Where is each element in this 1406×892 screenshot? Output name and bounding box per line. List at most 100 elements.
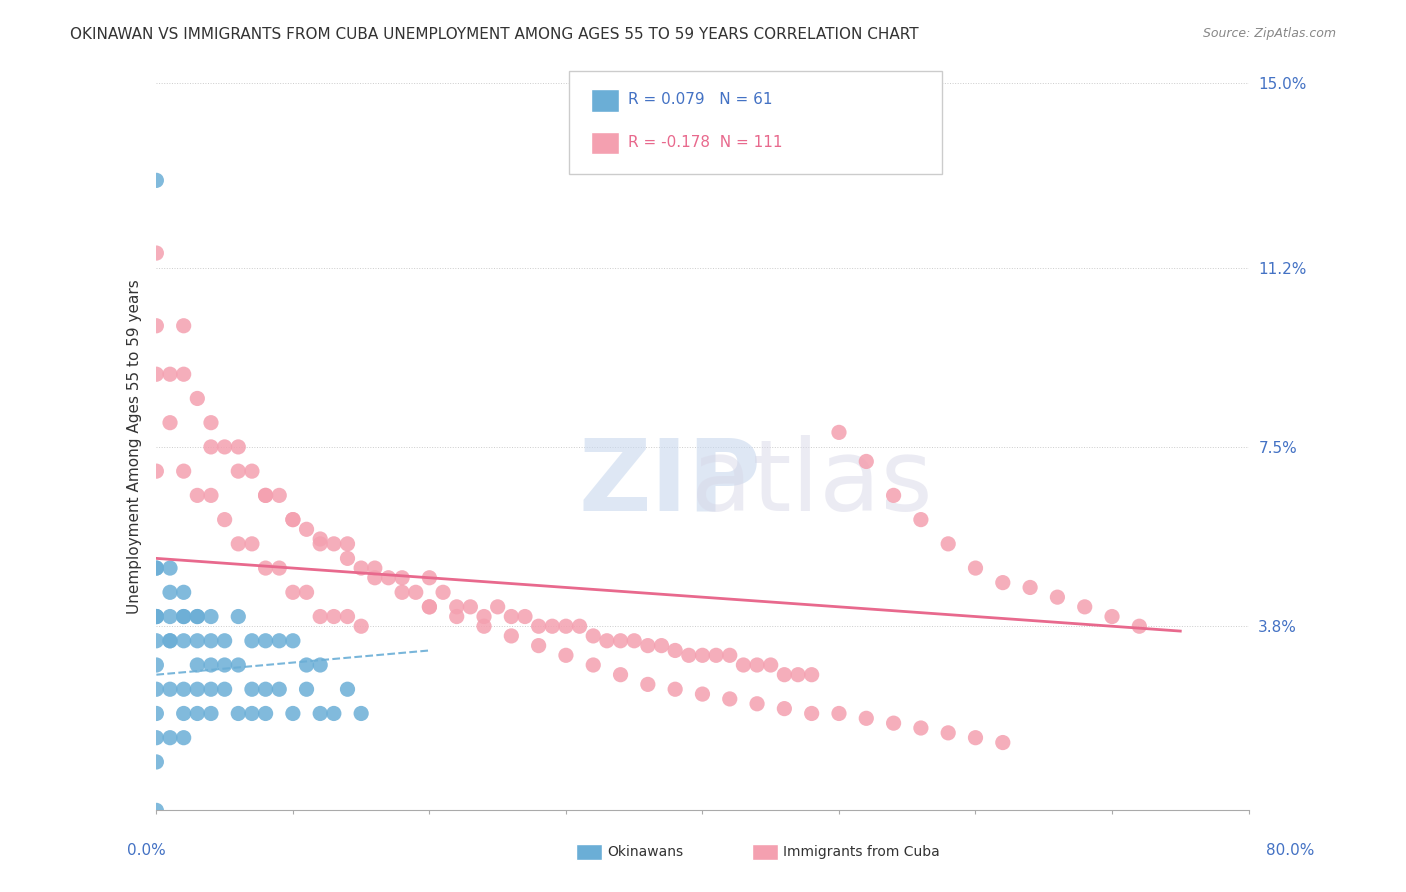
Point xyxy=(418,599,440,614)
Point xyxy=(364,571,387,585)
Point xyxy=(350,619,373,633)
Point xyxy=(145,633,167,648)
Point xyxy=(501,609,523,624)
Point xyxy=(240,706,263,721)
Point xyxy=(145,731,167,745)
Point xyxy=(910,721,932,735)
Point xyxy=(582,629,605,643)
Point xyxy=(1128,619,1150,633)
Point xyxy=(145,609,167,624)
Point xyxy=(855,454,877,468)
Point xyxy=(1073,599,1095,614)
Point xyxy=(200,609,222,624)
Point xyxy=(173,368,195,382)
Point xyxy=(226,706,249,721)
Point xyxy=(309,706,332,721)
Point xyxy=(214,633,236,648)
Point xyxy=(200,706,222,721)
Point xyxy=(733,658,755,673)
Point xyxy=(145,561,167,575)
Text: Immigrants from Cuba: Immigrants from Cuba xyxy=(783,845,939,859)
Point xyxy=(555,648,578,663)
Point xyxy=(254,633,277,648)
Point xyxy=(200,416,222,430)
Point xyxy=(159,633,181,648)
Point xyxy=(1101,609,1123,624)
Point xyxy=(145,609,167,624)
Y-axis label: Unemployment Among Ages 55 to 59 years: Unemployment Among Ages 55 to 59 years xyxy=(128,279,142,615)
Point xyxy=(145,682,167,697)
Point xyxy=(295,682,318,697)
Point xyxy=(173,464,195,478)
Point xyxy=(555,619,578,633)
Point xyxy=(910,513,932,527)
Point xyxy=(336,682,359,697)
Point xyxy=(432,585,454,599)
Point xyxy=(186,609,208,624)
Point xyxy=(145,706,167,721)
Point xyxy=(226,658,249,673)
Point xyxy=(486,599,509,614)
Point xyxy=(936,537,959,551)
Point xyxy=(145,609,167,624)
Point xyxy=(281,585,304,599)
Point xyxy=(377,571,399,585)
Point xyxy=(350,561,373,575)
Point xyxy=(322,609,344,624)
Point xyxy=(281,633,304,648)
Point xyxy=(1019,581,1042,595)
Point xyxy=(773,667,796,681)
Point xyxy=(936,726,959,740)
Point xyxy=(269,561,291,575)
Point xyxy=(159,682,181,697)
Point xyxy=(664,682,686,697)
Point xyxy=(364,561,387,575)
Point xyxy=(159,585,181,599)
Point xyxy=(541,619,564,633)
Point xyxy=(173,318,195,333)
Point xyxy=(527,619,550,633)
Text: Okinawans: Okinawans xyxy=(607,845,683,859)
Point xyxy=(405,585,427,599)
Point xyxy=(991,735,1014,749)
Point xyxy=(609,667,631,681)
Point xyxy=(773,701,796,715)
Point xyxy=(637,677,659,691)
Point xyxy=(965,731,987,745)
Point xyxy=(186,392,208,406)
Point xyxy=(173,682,195,697)
Point xyxy=(704,648,727,663)
Point xyxy=(596,633,619,648)
Point xyxy=(173,731,195,745)
Point xyxy=(295,658,318,673)
Point xyxy=(173,585,195,599)
Point xyxy=(281,706,304,721)
Point xyxy=(527,639,550,653)
Point xyxy=(309,537,332,551)
Text: 0.0%: 0.0% xyxy=(127,843,166,858)
Point xyxy=(513,609,536,624)
Point xyxy=(226,609,249,624)
Point xyxy=(883,716,905,731)
Point xyxy=(214,513,236,527)
Point xyxy=(214,682,236,697)
Point xyxy=(159,368,181,382)
Text: 80.0%: 80.0% xyxy=(1267,843,1315,858)
Point xyxy=(828,706,851,721)
Point xyxy=(787,667,810,681)
Point xyxy=(159,416,181,430)
Point xyxy=(173,633,195,648)
Text: R = 0.079   N = 61: R = 0.079 N = 61 xyxy=(628,93,773,107)
Text: ZIP: ZIP xyxy=(578,434,761,532)
Point xyxy=(200,488,222,502)
Point xyxy=(145,755,167,769)
Point xyxy=(240,633,263,648)
Point xyxy=(446,599,468,614)
Point xyxy=(623,633,645,648)
Point xyxy=(214,658,236,673)
Point xyxy=(254,706,277,721)
Point xyxy=(254,561,277,575)
Text: Source: ZipAtlas.com: Source: ZipAtlas.com xyxy=(1202,27,1336,40)
Point xyxy=(173,706,195,721)
Point xyxy=(269,682,291,697)
